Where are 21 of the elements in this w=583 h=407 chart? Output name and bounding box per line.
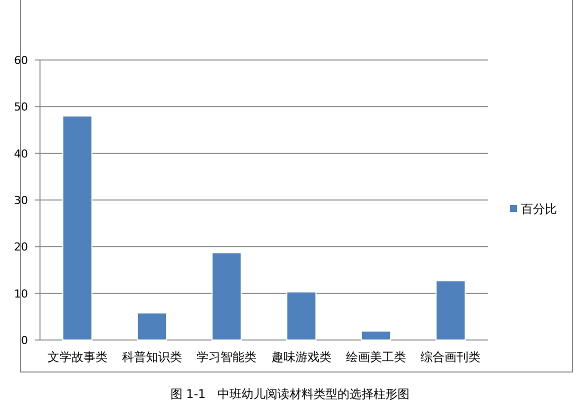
x-tick-label: 文学故事类	[47, 350, 108, 364]
x-tick-label: 趣味游戏类	[271, 350, 332, 364]
y-tick-label: 30	[14, 194, 28, 207]
x-tick-label: 学习智能类	[196, 350, 257, 364]
bar	[62, 116, 92, 340]
x-tick-label: 绘画美工类	[346, 350, 406, 364]
y-tick-label: 10	[14, 287, 28, 300]
x-tick-label: 综合画刊类	[420, 350, 481, 364]
x-tick-label: 科普知识类	[122, 350, 182, 364]
caption: 图 1-1 中班幼儿阅读材料类型的选择柱形图	[170, 387, 410, 401]
bar	[136, 312, 168, 340]
y-tick-label: 0	[21, 334, 28, 347]
legend-label: 百分比	[521, 202, 557, 216]
y-tick-label: 50	[14, 100, 28, 114]
bar	[212, 252, 242, 340]
y-tick-label: 40	[14, 147, 28, 160]
y-tick-label: 60	[14, 54, 28, 67]
bar	[286, 291, 316, 340]
bar	[360, 330, 392, 340]
bar	[436, 280, 466, 340]
y-tick-label: 20	[14, 240, 28, 254]
